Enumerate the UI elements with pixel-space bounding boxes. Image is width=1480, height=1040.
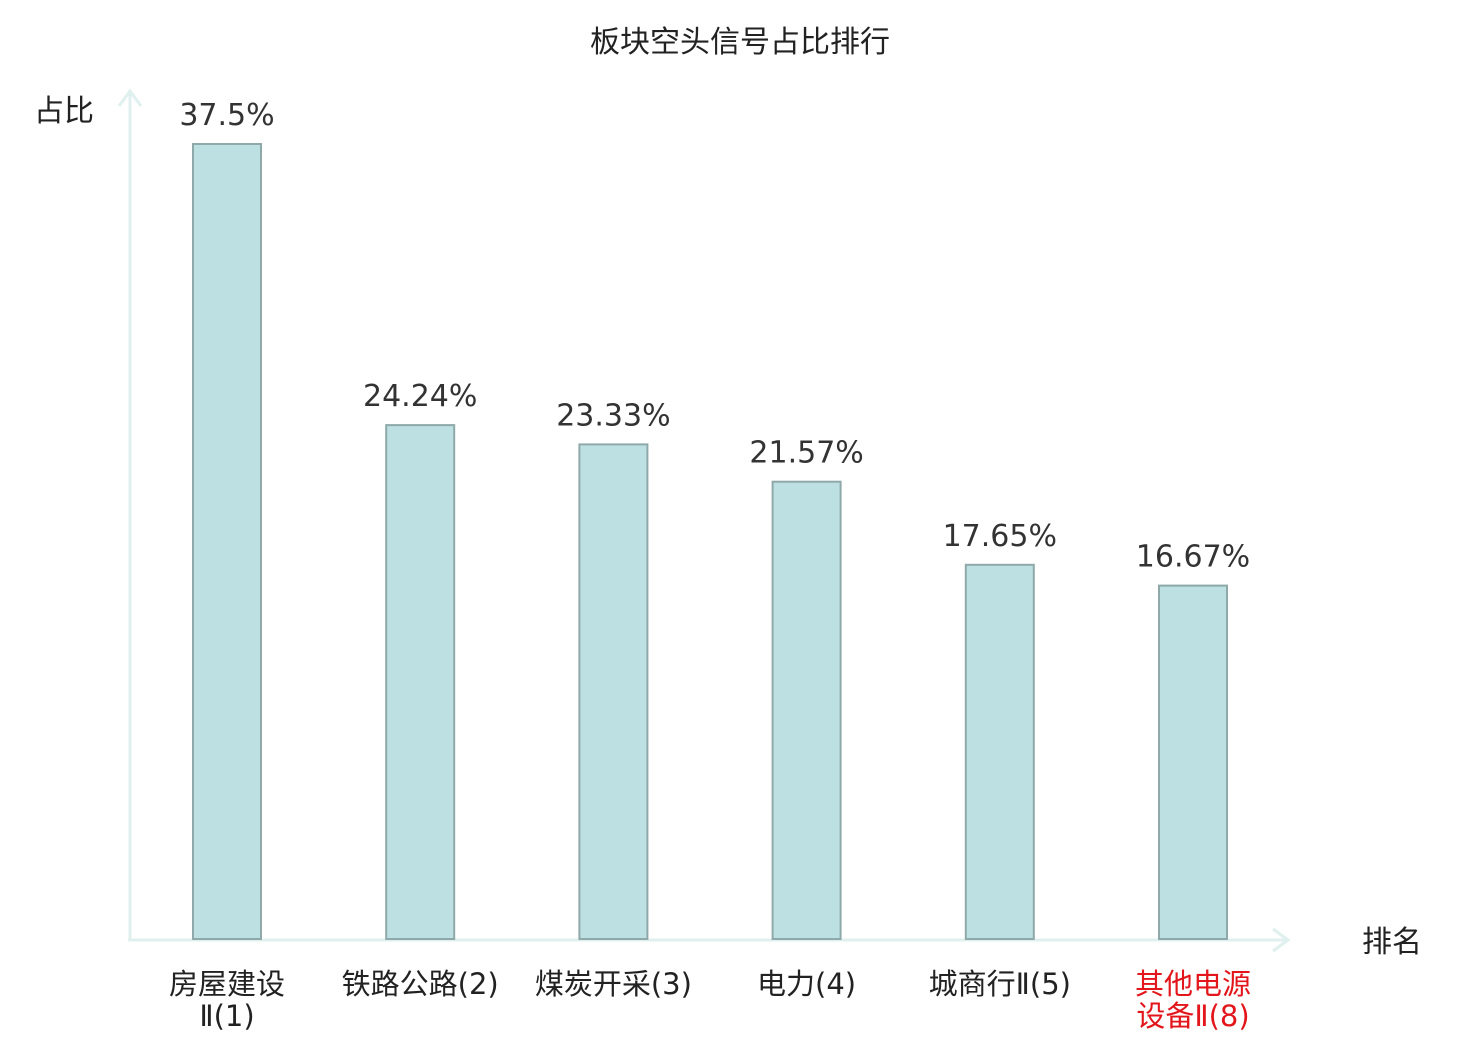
bar-3 <box>578 443 649 940</box>
bar-6 <box>1158 584 1228 940</box>
bar-4 <box>771 480 842 940</box>
value-label-5: 17.65% <box>943 519 1057 554</box>
y-axis-arrow <box>117 88 143 107</box>
bar-2 <box>385 424 456 941</box>
category-label-1-line-1: 房屋建设 <box>169 967 285 1001</box>
category-label-4: 电力(4) <box>757 967 856 1001</box>
category-label-3: 煤炭开采(3) <box>535 967 692 1001</box>
category-label-6-line-2: 设备Ⅱ(8) <box>1136 999 1249 1033</box>
category-label-5: 城商行Ⅱ(5) <box>929 967 1071 1001</box>
x-axis-arrow <box>1272 927 1291 953</box>
value-label-4: 21.57% <box>749 436 863 471</box>
y-axis-label: 占比 <box>34 94 94 129</box>
value-labels-group: 37.5% 24.24% 23.33% 21.57% 17.65% 16.67% <box>179 98 1250 575</box>
value-label-1: 37.5% <box>179 98 274 133</box>
chart-title: 板块空头信号占比排行 <box>590 25 890 60</box>
value-label-6: 16.67% <box>1136 540 1250 575</box>
bar-5 <box>964 563 1035 940</box>
bar-1 <box>192 143 262 940</box>
x-axis-label: 排名 <box>1362 925 1422 960</box>
category-label-1-line-2: Ⅱ(1) <box>199 999 254 1033</box>
value-label-2: 24.24% <box>363 379 477 414</box>
bars-group <box>192 143 1228 941</box>
category-label-2: 铁路公路(2) <box>342 967 499 1001</box>
value-label-3: 23.33% <box>556 398 670 433</box>
category-label-6-line-1: 其他电源 <box>1135 967 1251 1001</box>
